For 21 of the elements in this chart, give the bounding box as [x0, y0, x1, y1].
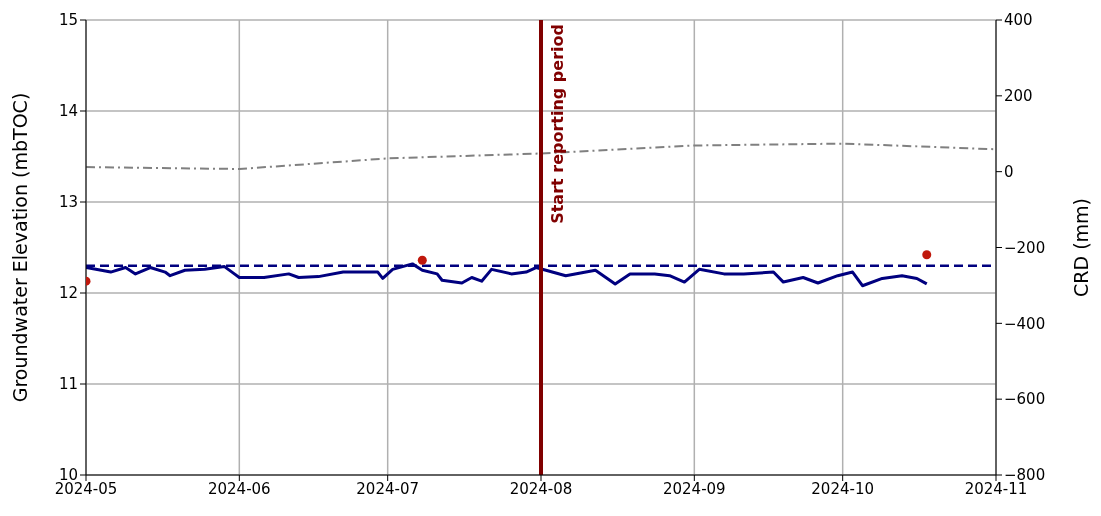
- y2-tick-label: −200: [1004, 238, 1046, 257]
- y2-tick-label: 400: [1004, 11, 1033, 30]
- y2-tick-label: 0: [1004, 162, 1014, 181]
- x-tick-label: 2024-09: [662, 479, 726, 498]
- x-tick-label: 2024-10: [811, 479, 875, 498]
- y2-tick-label: 200: [1004, 87, 1033, 106]
- y2-axis-title: CRD (mm): [1069, 198, 1092, 297]
- x-tick-label: 2024-06: [207, 479, 271, 498]
- point: [922, 250, 932, 260]
- y-tick-label: 11: [58, 375, 78, 394]
- x-tick-label: 2024-08: [509, 479, 573, 498]
- x-tick-label: 2024-07: [356, 479, 420, 498]
- y2-tick-label: −600: [1004, 390, 1046, 409]
- y-tick-label: 12: [58, 284, 78, 303]
- y-tick-label: 15: [58, 11, 78, 30]
- y-axis-title: Groundwater Elevation (mbTOC): [8, 92, 31, 403]
- y-tick-label: 13: [58, 193, 78, 212]
- ref-line-label: Start reporting period: [548, 24, 567, 224]
- y-tick-label: 14: [58, 102, 78, 121]
- y2-tick-label: −400: [1004, 314, 1046, 333]
- point: [417, 255, 427, 265]
